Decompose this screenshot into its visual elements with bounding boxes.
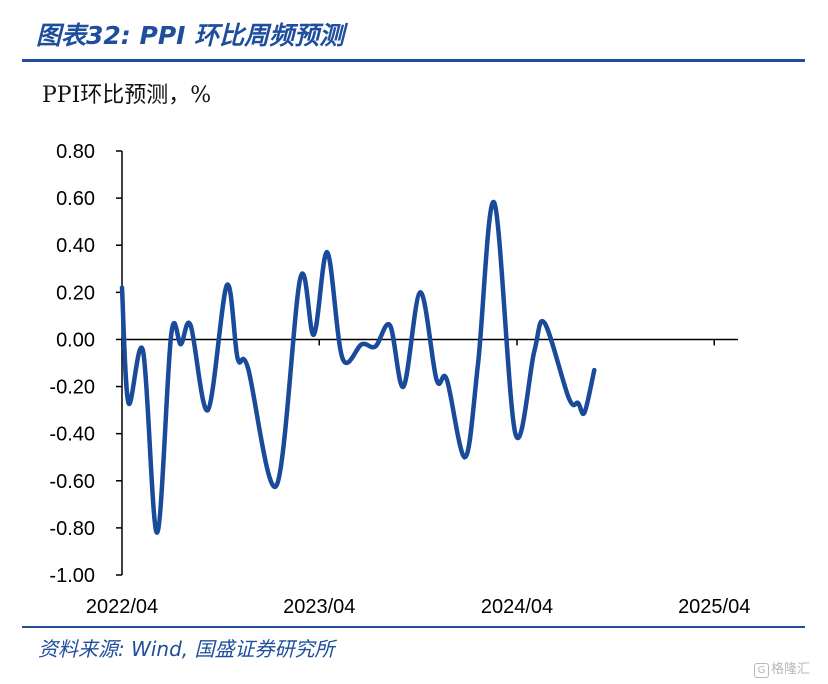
watermark: G 格隆汇 — [754, 658, 810, 678]
series-group — [119, 200, 597, 535]
x-tick-label: 2022/04 — [86, 596, 158, 618]
source-divider — [22, 626, 805, 628]
y-tick-label: 0.80 — [56, 141, 95, 163]
source-note: 资料来源: Wind, 国盛证券研究所 — [38, 637, 335, 661]
y-tick-label: -0.20 — [49, 377, 95, 399]
y-axis-title: PPI环比预测，% — [42, 83, 212, 108]
y-tick-label: 0.20 — [56, 282, 95, 304]
y-tick-label: -0.60 — [49, 471, 95, 493]
watermark-text: 格隆汇 — [771, 662, 811, 677]
y-tick-label: -0.40 — [49, 424, 95, 446]
x-tick-label: 2024/04 — [481, 596, 553, 618]
y-tick-label: 0.00 — [56, 329, 95, 351]
y-tick-label: 0.40 — [56, 235, 95, 257]
x-tick-label: 2023/04 — [283, 596, 355, 618]
series-line — [119, 200, 597, 535]
y-tick-label: -0.80 — [49, 518, 95, 540]
x-axis: 2022/04 2023/04 2024/04 2025/04 — [86, 338, 750, 618]
watermark-logo-icon: G — [754, 663, 769, 678]
y-tick-label: -1.00 — [49, 565, 95, 587]
y-axis: 0.80 0.60 0.40 0.20 0.00 -0.20 -0.40 -0.60 -0.80… — [49, 141, 123, 587]
figure-title: 图表32: PPI 环比周频预测 — [36, 21, 345, 50]
title-divider — [22, 59, 805, 62]
y-tick-label: 0.60 — [56, 188, 95, 210]
x-tick-label: 2025/04 — [678, 596, 750, 618]
